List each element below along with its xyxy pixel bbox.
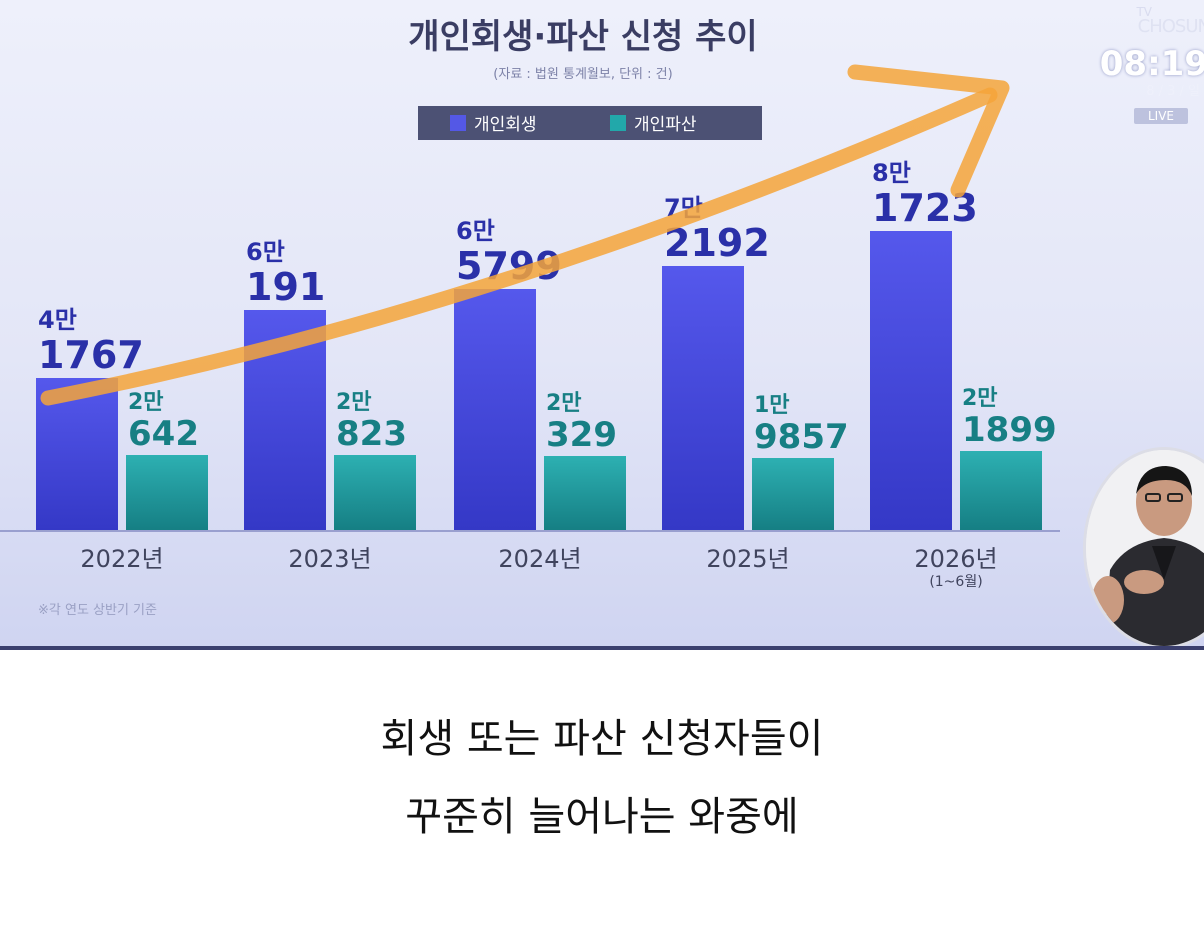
sign-language-interpreter bbox=[1083, 447, 1204, 649]
bar-rehab-2025년 bbox=[662, 266, 744, 531]
trend-arrow-head bbox=[847, 64, 1010, 198]
interpreter-figure-icon bbox=[1086, 450, 1204, 646]
bar-bankruptcy-2025년 bbox=[752, 458, 834, 531]
logo-channel-name: CHOSUN bbox=[1137, 16, 1204, 37]
legend-swatch-bankruptcy bbox=[610, 115, 626, 131]
value-label: 191 bbox=[246, 265, 325, 309]
chart-legend: 개인회생 개인파산 bbox=[418, 106, 762, 140]
chart-footnote: ※각 연도 상반기 기준 bbox=[38, 603, 157, 618]
value-label: 1767 bbox=[38, 333, 144, 377]
value-label-prefix: 2만 bbox=[962, 386, 998, 411]
bar-bankruptcy-2024년 bbox=[544, 456, 626, 531]
subtitle-caption: 회생 또는 파산 신청자들이 꾸준히 늘어나는 와중에 bbox=[0, 700, 1204, 856]
value-label-prefix: 1만 bbox=[754, 393, 790, 418]
broadcast-date: 8 / 3 / 일 bbox=[1146, 84, 1200, 99]
chart-source-note: (자료 : 법원 통계월보, 단위 : 건) bbox=[493, 67, 672, 82]
logo-tv-text: TV bbox=[1136, 5, 1152, 19]
value-label: 329 bbox=[546, 415, 617, 455]
value-label-prefix: 6만 bbox=[246, 238, 285, 266]
broadcast-divider bbox=[0, 646, 1204, 650]
bar-bankruptcy-2026년 bbox=[960, 451, 1042, 531]
legend-swatch-rehab bbox=[450, 115, 466, 131]
live-badge: LIVE bbox=[1133, 108, 1188, 124]
chart-title: 개인회생·파산 신청 추이 bbox=[408, 17, 757, 57]
caption-line-1: 회생 또는 파산 신청자들이 bbox=[380, 716, 824, 762]
x-tick-label: 2024년 bbox=[498, 545, 581, 573]
broadcast-frame: 개인회생·파산 신청 추이 (자료 : 법원 통계월보, 단위 : 건) 개인회… bbox=[0, 0, 1204, 650]
x-tick-note: (1~6월) bbox=[929, 574, 982, 590]
x-tick-label: 2025년 bbox=[706, 545, 789, 573]
bar-rehab-2026년 bbox=[870, 231, 952, 531]
value-label: 823 bbox=[336, 414, 407, 454]
bar-bankruptcy-2022년 bbox=[126, 455, 208, 531]
legend-box bbox=[418, 106, 762, 140]
trend-arrow bbox=[40, 87, 998, 406]
legend-label-bankruptcy: 개인파산 bbox=[634, 115, 697, 135]
bar-bankruptcy-2023년 bbox=[334, 455, 416, 531]
broadcast-clock: 08:19 bbox=[1099, 44, 1204, 84]
value-label: 2192 bbox=[664, 221, 770, 265]
x-tick-label: 2022년 bbox=[80, 545, 163, 573]
value-label: 642 bbox=[128, 414, 199, 454]
chart: 개인회생·파산 신청 추이 (자료 : 법원 통계월보, 단위 : 건) 개인회… bbox=[0, 17, 1060, 618]
x-tick-label: 2026년 bbox=[914, 545, 997, 573]
legend-label-rehab: 개인회생 bbox=[474, 115, 537, 135]
value-label-prefix: 2만 bbox=[546, 391, 582, 416]
bar-rehab-2024년 bbox=[454, 289, 536, 531]
value-label-prefix: 6만 bbox=[456, 217, 495, 245]
value-label-prefix: 2만 bbox=[336, 390, 372, 415]
chart-bars: 17674만6422만1916만8232만57996만3292만21927만98… bbox=[36, 159, 1057, 531]
channel-logo: TV CHOSUN 08:19 8 / 3 / 일 LIVE bbox=[1094, 6, 1204, 124]
caption-line-2: 꾸준히 늘어나는 와중에 bbox=[405, 794, 799, 840]
value-label-prefix: 4만 bbox=[38, 306, 77, 334]
x-axis: 2022년 2023년 2024년 2025년 2026년(1~6월) bbox=[80, 545, 997, 590]
x-tick-label: 2023년 bbox=[288, 545, 371, 573]
value-label-prefix: 8만 bbox=[872, 159, 911, 187]
value-label: 9857 bbox=[754, 417, 849, 457]
value-label: 1899 bbox=[962, 410, 1057, 450]
value-label-prefix: 2만 bbox=[128, 390, 164, 415]
